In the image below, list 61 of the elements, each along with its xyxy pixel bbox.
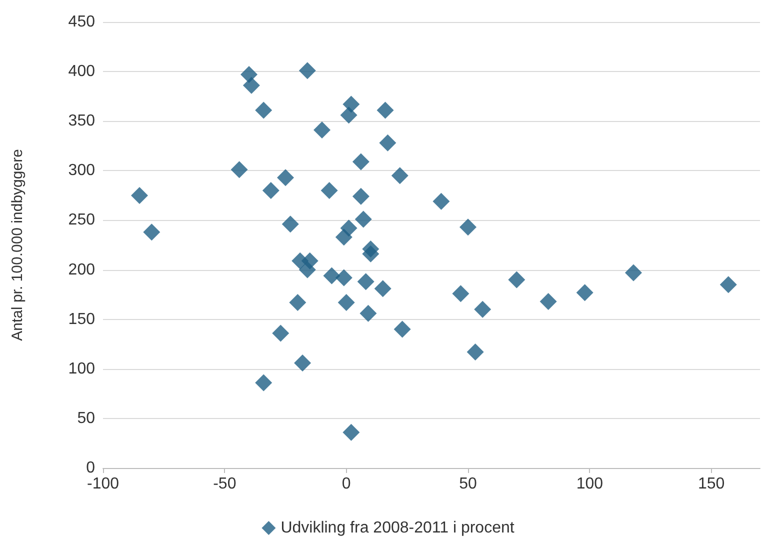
- point: [272, 324, 290, 342]
- point: [143, 224, 160, 241]
- y-tick-label: 350: [68, 112, 96, 130]
- point: [624, 264, 642, 282]
- point: [314, 122, 330, 139]
- point: [320, 182, 338, 199]
- point: [394, 320, 411, 338]
- x-tick-label: 0: [342, 476, 351, 492]
- point: [540, 292, 557, 310]
- point: [255, 102, 272, 119]
- x-tick-label: -100: [86, 476, 120, 492]
- point: [323, 267, 340, 284]
- point: [294, 354, 312, 372]
- point: [360, 304, 377, 322]
- point: [391, 167, 408, 184]
- point: [576, 284, 594, 302]
- y-tick-label: 400: [68, 63, 96, 80]
- point: [354, 210, 372, 228]
- y-axis-title: Antal pr. 100.000 indbyggere: [9, 149, 26, 341]
- point: [335, 269, 352, 286]
- point: [466, 344, 484, 361]
- point: [340, 106, 358, 124]
- point: [452, 285, 470, 302]
- point: [342, 424, 360, 441]
- point: [277, 169, 294, 186]
- y-tick-label: 300: [68, 162, 96, 180]
- y-tick-label: 100: [68, 360, 96, 378]
- point: [374, 280, 392, 298]
- point: [720, 276, 737, 294]
- y-tick-label: 50: [77, 410, 96, 427]
- point: [255, 374, 272, 392]
- point: [282, 216, 299, 233]
- point: [508, 271, 526, 288]
- point: [352, 153, 370, 170]
- point: [357, 273, 374, 290]
- y-tick-label: 200: [68, 261, 96, 278]
- y-tick-label: 0: [86, 460, 96, 476]
- x-tick-label: -50: [213, 476, 236, 492]
- point: [335, 228, 352, 246]
- legend-label: Udvikling fra 2008-2011 i procent: [280, 520, 515, 536]
- point: [338, 294, 355, 311]
- y-tick-label: 450: [68, 14, 96, 30]
- y-tick-label: 150: [68, 310, 96, 328]
- point: [460, 218, 476, 236]
- point: [298, 62, 316, 80]
- point: [352, 188, 370, 205]
- point: [230, 161, 248, 178]
- point: [131, 186, 148, 204]
- x-tick-label: 50: [459, 476, 477, 492]
- point: [474, 300, 492, 318]
- point: [242, 76, 260, 94]
- point: [432, 192, 450, 210]
- y-tick-label: 250: [68, 212, 96, 229]
- point: [289, 294, 306, 311]
- x-tick-label: 150: [698, 476, 725, 492]
- point: [362, 245, 380, 262]
- point: [379, 134, 396, 152]
- point: [376, 102, 394, 119]
- point: [298, 261, 316, 278]
- point: [262, 182, 280, 199]
- x-tick-label: 100: [576, 476, 604, 492]
